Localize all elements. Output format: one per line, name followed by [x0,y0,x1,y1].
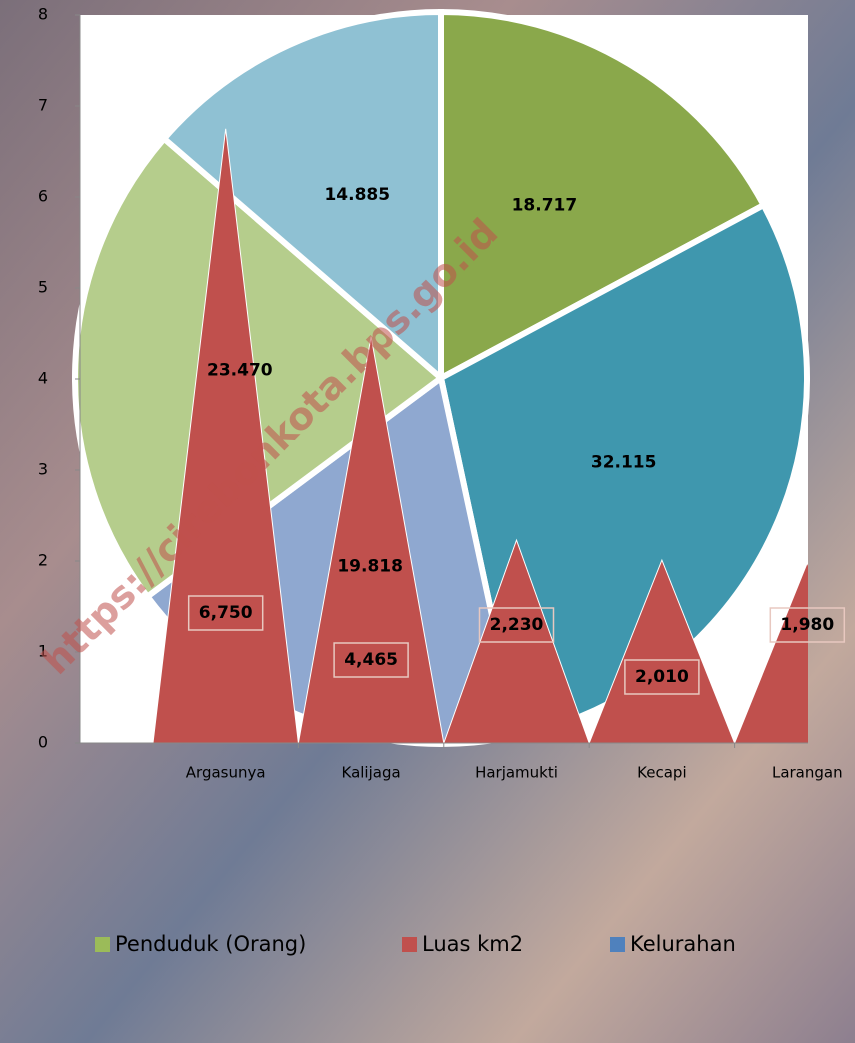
y-tick-label: 0 [38,733,48,752]
triangle-bar [297,336,445,743]
slice-label: 18.717 [512,195,578,215]
y-tick-label: 7 [38,96,48,115]
triangle-bar [588,558,736,743]
x-tick-label: Argasunya [186,764,266,782]
x-tick-label: Kecapi [637,764,686,782]
data-label-box [769,607,846,643]
pie-slice [159,8,444,385]
data-label-box [478,607,555,643]
data-label: 4,465 [344,650,398,670]
pie-slice [438,8,768,384]
pie-slice [72,134,446,601]
y-tick-label: 4 [38,369,48,388]
slice-label: 23.470 [207,361,273,381]
data-label: 6,750 [199,603,253,623]
x-tick-label: Larangan [772,764,843,782]
x-tick-label: Kalijaga [342,764,401,782]
data-label: 2,230 [490,615,544,635]
legend-label: Penduduk (Orang) [115,932,306,956]
legend-label: Kelurahan [630,932,736,956]
data-label: 2,010 [635,667,689,687]
legend-swatch [402,937,417,952]
triangle-bar [152,128,299,743]
data-label-box [624,659,700,695]
y-tick-label: 5 [38,278,48,297]
slice-label: 32.115 [591,453,657,473]
y-tick-label: 3 [38,460,48,479]
y-tick-label: 8 [38,5,48,24]
data-label-box [333,642,409,678]
legend-swatch [95,937,110,952]
data-label: 1,980 [780,615,834,635]
legend-label: Luas km2 [422,932,523,956]
slice-label: 19.818 [337,556,403,576]
y-tick-label: 2 [38,551,48,570]
slice-label: 14.885 [324,185,390,205]
y-tick-label: 1 [38,642,48,661]
x-tick-label: Harjamukti [475,764,558,782]
data-label-box [187,595,264,631]
y-tick-label: 6 [38,187,48,206]
legend-swatch [610,937,625,952]
